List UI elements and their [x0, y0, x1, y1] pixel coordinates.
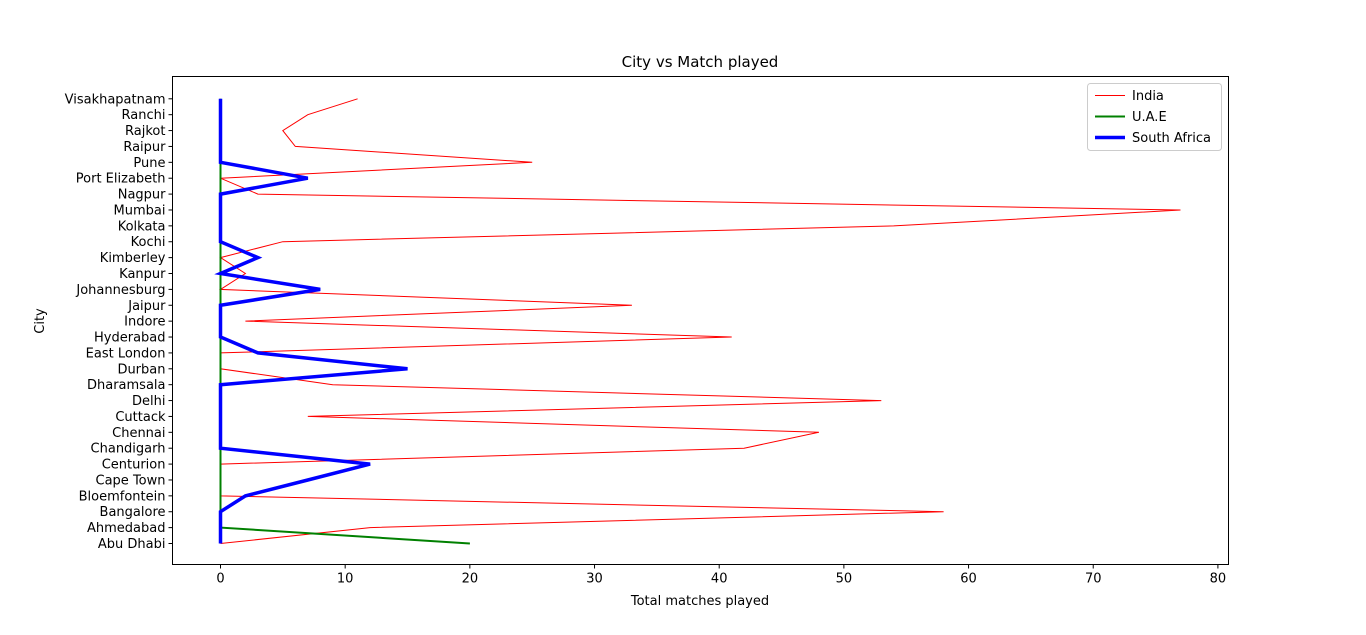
y-tick-label: Bangalore: [100, 505, 166, 520]
y-tick-label: Kolkata: [118, 219, 166, 234]
y-tick-label: Durban: [117, 362, 165, 377]
x-tick-label: 30: [586, 572, 603, 587]
y-tick-label: Visakhapatnam: [65, 92, 166, 107]
y-tick-label: Abu Dhabi: [98, 537, 166, 552]
y-tick-label: Raipur: [123, 140, 166, 155]
y-tick-label: Chandigarh: [91, 442, 166, 457]
legend: India U.A.E South Africa: [1087, 83, 1222, 151]
y-tick-label: Johannesburg: [75, 283, 165, 298]
y-tick-label: Kochi: [131, 235, 166, 250]
x-axis-label: Total matches played: [630, 594, 769, 609]
y-tick-label: Indore: [124, 315, 165, 330]
y-tick-label: Bloemfontein: [79, 489, 166, 504]
y-tick-label: Kimberley: [100, 251, 166, 266]
series-line-south-africa: [214, 98, 408, 544]
x-tick-label: 0: [216, 572, 224, 587]
x-tick-label: 40: [711, 572, 728, 587]
y-tick-label: Mumbai: [114, 203, 166, 218]
legend-label: South Africa: [1132, 131, 1211, 146]
y-axis-ticks: Abu DhabiAhmedabadBangaloreBloemfonteinC…: [65, 92, 173, 552]
y-tick-label: Nagpur: [118, 188, 166, 203]
plot-frame: [172, 76, 1229, 565]
y-tick-label: Cuttack: [115, 410, 166, 425]
x-tick-label: 80: [1210, 572, 1227, 587]
x-tick-label: 70: [1085, 572, 1102, 587]
y-tick-label: Cape Town: [96, 473, 166, 488]
legend-box: [1087, 83, 1222, 151]
x-tick-label: 20: [462, 572, 479, 587]
y-tick-label: Jaipur: [127, 299, 166, 314]
y-tick-label: Ahmedabad: [87, 521, 165, 536]
y-tick-label: East London: [86, 346, 166, 361]
x-tick-label: 10: [337, 572, 354, 587]
y-tick-label: Centurion: [102, 458, 166, 473]
y-tick-label: Delhi: [132, 394, 165, 409]
y-axis-label: City: [33, 308, 48, 334]
y-tick-label: Hyderabad: [94, 331, 166, 346]
y-tick-label: Kanpur: [119, 267, 166, 282]
y-tick-label: Chennai: [112, 426, 165, 441]
series-lines: [214, 98, 1181, 545]
x-tick-label: 50: [836, 572, 853, 587]
legend-label: U.A.E: [1132, 110, 1167, 125]
legend-label: India: [1132, 89, 1164, 104]
y-tick-label: Ranchi: [122, 108, 166, 123]
y-tick-label: Rajkot: [125, 124, 165, 139]
y-tick-label: Pune: [133, 156, 165, 171]
y-tick-label: Dharamsala: [87, 378, 166, 393]
chart-title: City vs Match played: [622, 53, 779, 71]
y-tick-label: Port Elizabeth: [76, 172, 166, 187]
x-axis-ticks: 0 10 20 30 40 50 60 70 80: [216, 564, 1227, 587]
x-tick-label: 60: [960, 572, 977, 587]
